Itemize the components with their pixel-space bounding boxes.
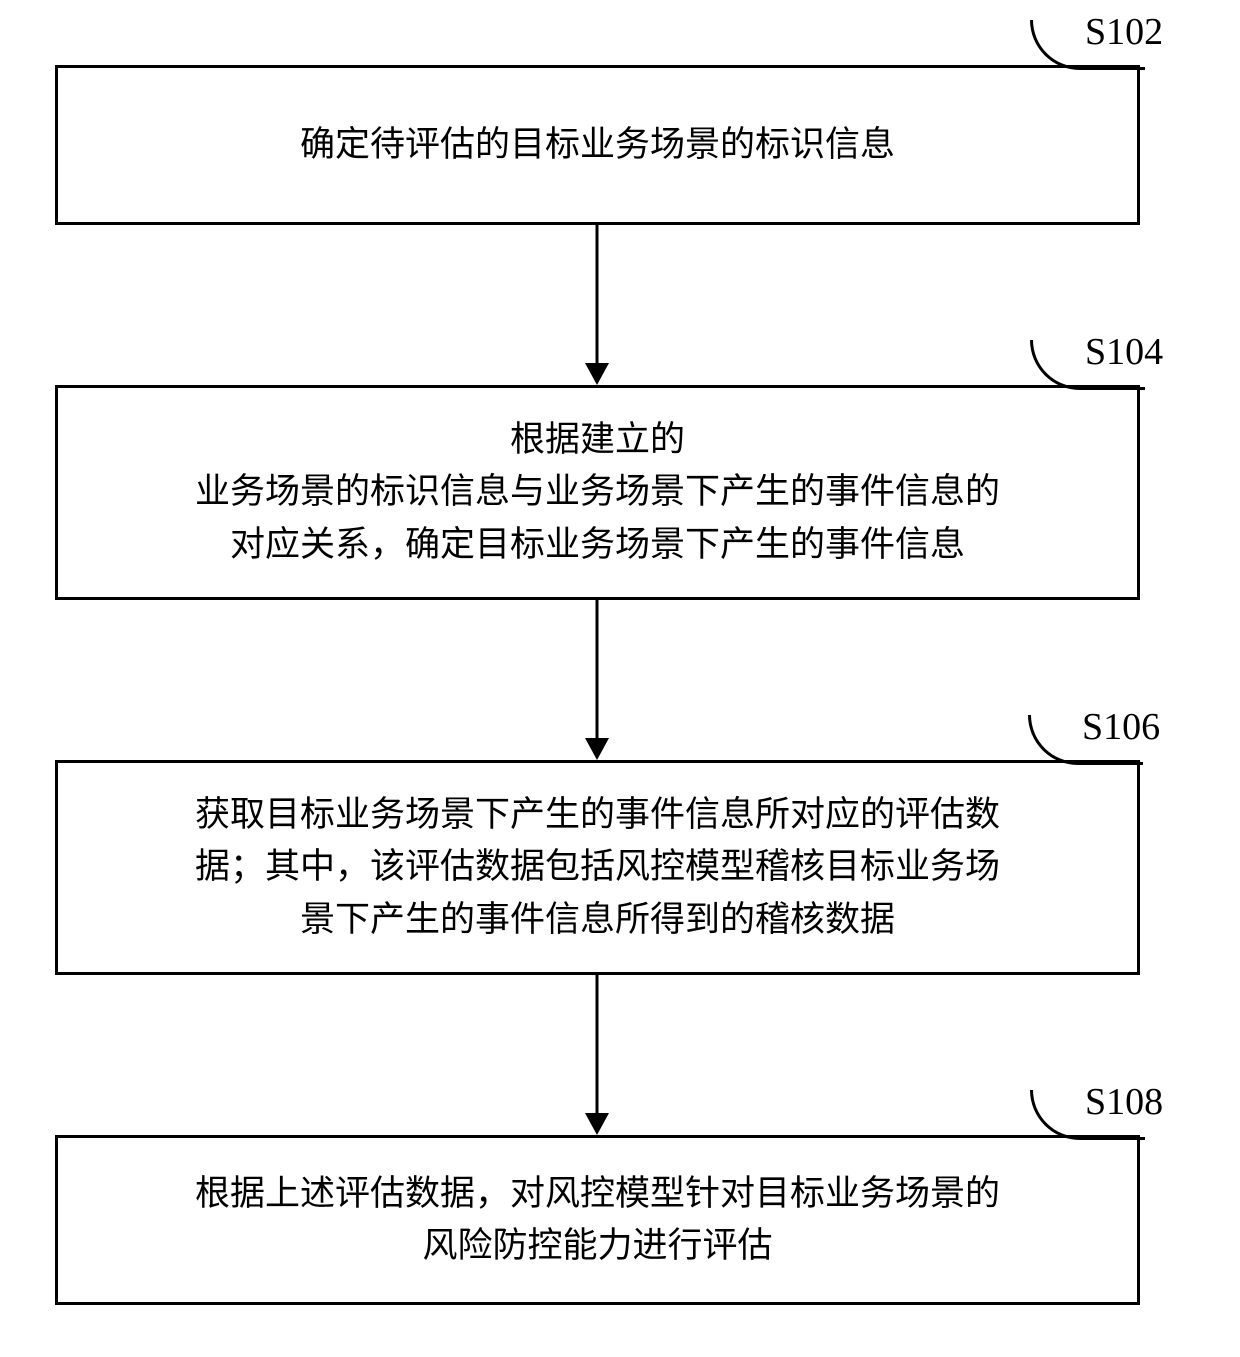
step-label-s102: S102	[1085, 10, 1163, 54]
arrow-head-1	[585, 363, 609, 385]
arrow-head-2	[585, 738, 609, 760]
step-box-s104: 根据建立的业务场景的标识信息与业务场景下产生的事件信息的对应关系，确定目标业务场…	[55, 385, 1140, 600]
step-box-s108: 根据上述评估数据，对风控模型针对目标业务场景的风险防控能力进行评估	[55, 1135, 1140, 1305]
step-text-s108: 根据上述评估数据，对风控模型针对目标业务场景的风险防控能力进行评估	[195, 1168, 1000, 1273]
step-label-s104: S104	[1085, 330, 1163, 374]
arrow-line-3	[596, 975, 599, 1115]
step-box-s106: 获取目标业务场景下产生的事件信息所对应的评估数据；其中，该评估数据包括风控模型稽…	[55, 760, 1140, 975]
arrow-line-1	[596, 225, 599, 365]
step-text-s102: 确定待评估的目标业务场景的标识信息	[300, 119, 895, 172]
step-text-s104: 根据建立的业务场景的标识信息与业务场景下产生的事件信息的对应关系，确定目标业务场…	[195, 414, 1000, 572]
step-box-s102: 确定待评估的目标业务场景的标识信息	[55, 65, 1140, 225]
step-label-s108: S108	[1085, 1080, 1163, 1124]
step-text-s106: 获取目标业务场景下产生的事件信息所对应的评估数据；其中，该评估数据包括风控模型稽…	[195, 789, 1000, 947]
arrow-head-3	[585, 1113, 609, 1135]
flowchart-container: 确定待评估的目标业务场景的标识信息 S102 根据建立的业务场景的标识信息与业务…	[0, 0, 1240, 1357]
arrow-line-2	[596, 600, 599, 740]
step-label-s106: S106	[1082, 705, 1160, 749]
